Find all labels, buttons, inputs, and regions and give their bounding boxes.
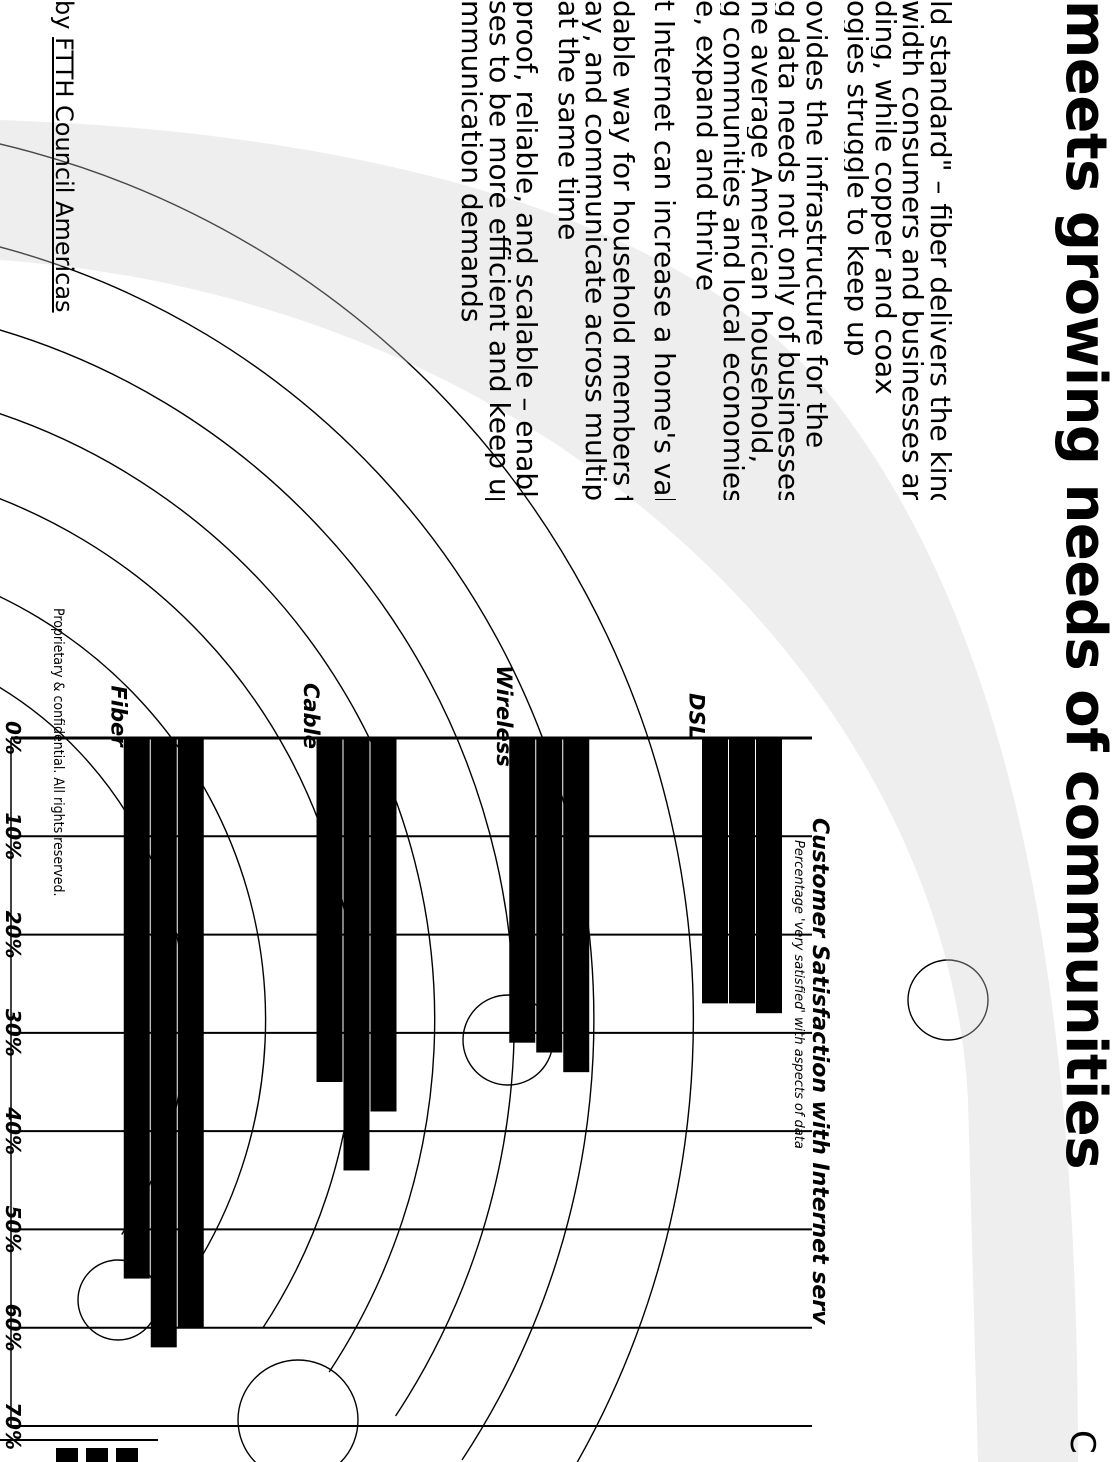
paragraph-gap bbox=[679, 0, 693, 500]
body-line: ovides the infrastructure for the bbox=[802, 0, 831, 449]
bar-fiber-1 bbox=[177, 738, 204, 1328]
body-line: at the same time bbox=[554, 0, 583, 241]
chart-legend-swatches bbox=[0, 1439, 158, 1462]
credit-link[interactable]: FTTH Council Americas bbox=[50, 37, 78, 313]
category-label-fiber: Fiber bbox=[106, 685, 130, 748]
axis-tick-label: 30% bbox=[1, 1009, 25, 1057]
body-text: ld standard" – fiber delivers the kindwi… bbox=[458, 0, 954, 500]
bar-wireless-3 bbox=[509, 738, 536, 1043]
body-line: t Internet can increase a home's value bbox=[651, 0, 679, 500]
legend-swatch bbox=[56, 1448, 78, 1462]
body-line: e, expand and thrive bbox=[692, 0, 721, 292]
decorative-circle bbox=[237, 1359, 359, 1462]
axis-tick-label: 40% bbox=[1, 1106, 25, 1155]
category-label-cable: Cable bbox=[299, 683, 323, 749]
bar-dsl-1 bbox=[756, 738, 782, 1014]
decorative-arcs bbox=[0, 119, 1078, 1462]
confidential-notice: Proprietary & confidential. All rights r… bbox=[50, 608, 66, 897]
decorative-arc bbox=[0, 459, 356, 1329]
axis-tick-label: 60% bbox=[1, 1304, 25, 1352]
bar-dsl-3 bbox=[702, 738, 728, 1004]
chart-subtitle: Percentage 'very satisfied' with aspects… bbox=[791, 840, 806, 1149]
body-line: ding, while copper and coax bbox=[871, 0, 900, 395]
paragraph-gap bbox=[830, 0, 844, 500]
bar-fiber-3 bbox=[123, 738, 150, 1279]
bar-wireless-2 bbox=[536, 738, 563, 1053]
corner-letter: C bbox=[1062, 1430, 1102, 1454]
chart-bars bbox=[123, 738, 782, 1348]
chart-title: Customer Satisfaction with Internet serv bbox=[807, 818, 832, 1325]
credit-line: by FTTH Council Americas bbox=[50, 0, 78, 313]
axis-tick-label: 10% bbox=[1, 812, 25, 860]
category-label-wireless: Wireless bbox=[492, 665, 516, 766]
bar-cable-2 bbox=[343, 738, 370, 1171]
axis-tick-label: 20% bbox=[1, 911, 25, 959]
bar-fiber-2 bbox=[150, 738, 177, 1348]
axis-tick-label: 50% bbox=[1, 1205, 25, 1253]
decorative-band bbox=[0, 120, 1078, 1462]
body-line: ne average American household, bbox=[747, 0, 776, 464]
axis-tick-label: 70% bbox=[1, 1402, 25, 1450]
chart-axis-ticks: 0% 10% 20% 30% 40% 50% 60% 70% bbox=[1, 721, 25, 1450]
body-line: proof, reliable, and scalable – enabling bbox=[513, 0, 541, 500]
paragraph-gap bbox=[541, 0, 555, 500]
category-label-dsl: DSL bbox=[685, 693, 709, 739]
decorative-arc bbox=[0, 549, 267, 1279]
axis-tick-label: 0% bbox=[1, 721, 25, 755]
decorative-arc bbox=[0, 379, 436, 1373]
body-line: ses to be more efficient and keep up bbox=[485, 0, 514, 500]
page-headline: meets growing needs of communities bbox=[1053, 0, 1118, 1170]
body-line: ay, and communicate across multiple bbox=[582, 0, 610, 500]
body-line: ogies struggle to keep up bbox=[844, 0, 872, 357]
legend-swatch bbox=[86, 1448, 108, 1462]
decorative-arc bbox=[0, 219, 595, 1461]
chart-category-labels: Fiber Cable Wireless DSL bbox=[106, 665, 708, 766]
legend-swatch bbox=[116, 1448, 138, 1462]
body-line: dable way for household members to bbox=[609, 0, 638, 500]
body-line: mmunication demands bbox=[458, 0, 486, 323]
credit-prefix: by bbox=[50, 0, 78, 38]
body-line: width consumers and businesses are bbox=[899, 0, 927, 500]
decorative-arc bbox=[0, 299, 515, 1417]
body-line: g communities and local economies bbox=[720, 0, 748, 500]
bar-cable-3 bbox=[316, 738, 343, 1082]
paragraph-gap bbox=[637, 0, 651, 500]
bar-wireless-1 bbox=[563, 738, 590, 1073]
decorative-arc bbox=[0, 119, 695, 1462]
bar-dsl-2 bbox=[729, 738, 755, 1004]
body-line: g data needs not only of businesses bbox=[775, 0, 803, 500]
decorative-circle bbox=[907, 959, 989, 1041]
body-line: ld standard" – fiber delivers the kind bbox=[926, 0, 955, 500]
bar-cable-1 bbox=[370, 738, 397, 1112]
